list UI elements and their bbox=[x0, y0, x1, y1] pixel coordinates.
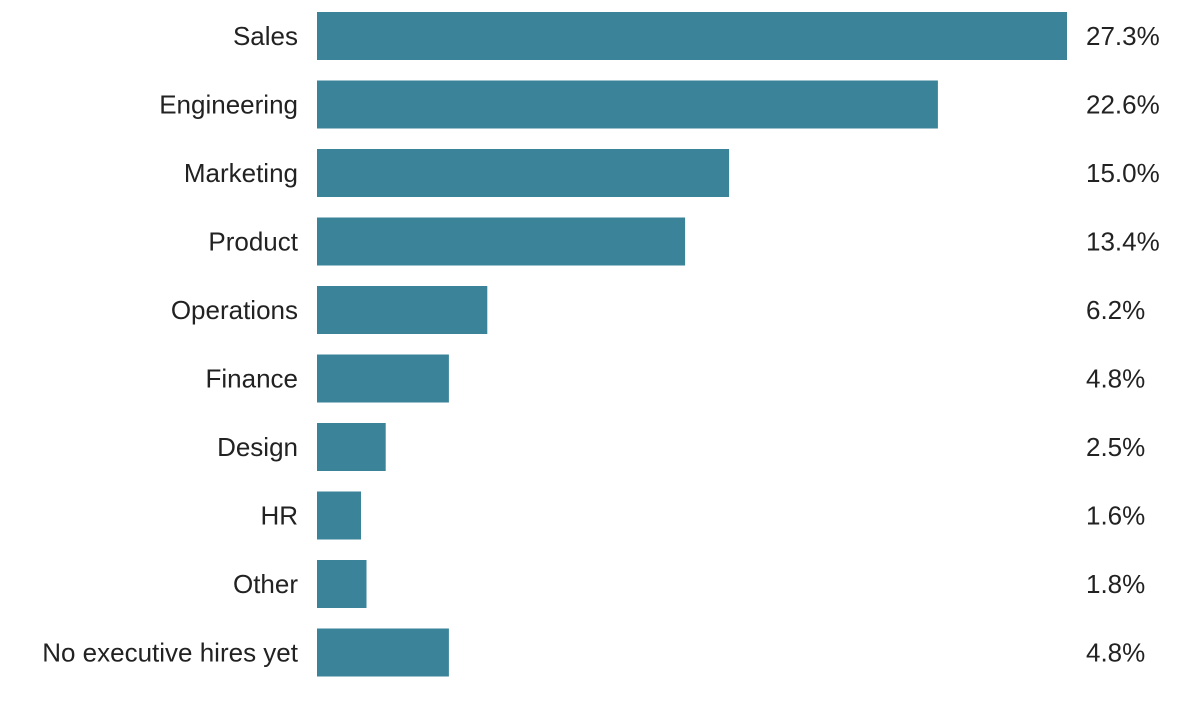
value-label: 27.3% bbox=[1086, 21, 1160, 51]
bar-other bbox=[317, 560, 367, 608]
value-label: 4.8% bbox=[1086, 364, 1145, 394]
bar-design bbox=[317, 423, 386, 471]
bar-marketing bbox=[317, 149, 730, 197]
value-label: 1.8% bbox=[1086, 569, 1145, 599]
category-label: HR bbox=[260, 501, 298, 531]
category-label: Engineering bbox=[159, 90, 298, 120]
category-label: Marketing bbox=[184, 158, 298, 188]
value-label: 1.6% bbox=[1086, 501, 1145, 531]
category-label: Other bbox=[233, 569, 298, 599]
category-label: Operations bbox=[171, 295, 298, 325]
category-label: Design bbox=[217, 432, 298, 462]
category-label: Finance bbox=[206, 364, 299, 394]
bar-no-executive-hires-yet bbox=[317, 628, 449, 677]
value-labels-group: 27.3% 22.6% 15.0% 13.4% 6.2% 4.8% 2.5% 1.6% 1.8%… bbox=[1086, 21, 1160, 668]
bar-operations bbox=[317, 286, 488, 334]
value-label: 15.0% bbox=[1086, 158, 1160, 188]
category-label: Sales bbox=[233, 21, 298, 51]
bars-group bbox=[317, 12, 1067, 677]
category-label: No executive hires yet bbox=[42, 638, 299, 668]
bar-product bbox=[317, 217, 686, 266]
bar-finance bbox=[317, 354, 449, 403]
bar-sales bbox=[317, 12, 1067, 60]
value-label: 6.2% bbox=[1086, 295, 1145, 325]
value-label: 13.4% bbox=[1086, 227, 1160, 257]
category-label: Product bbox=[208, 227, 298, 257]
bar-hr bbox=[317, 491, 361, 540]
value-label: 2.5% bbox=[1086, 432, 1145, 462]
value-label: 22.6% bbox=[1086, 90, 1160, 120]
bar-engineering bbox=[317, 80, 938, 129]
value-label: 4.8% bbox=[1086, 638, 1145, 668]
category-labels-group: Sales Engineering Marketing Product Operatio… bbox=[42, 21, 299, 668]
